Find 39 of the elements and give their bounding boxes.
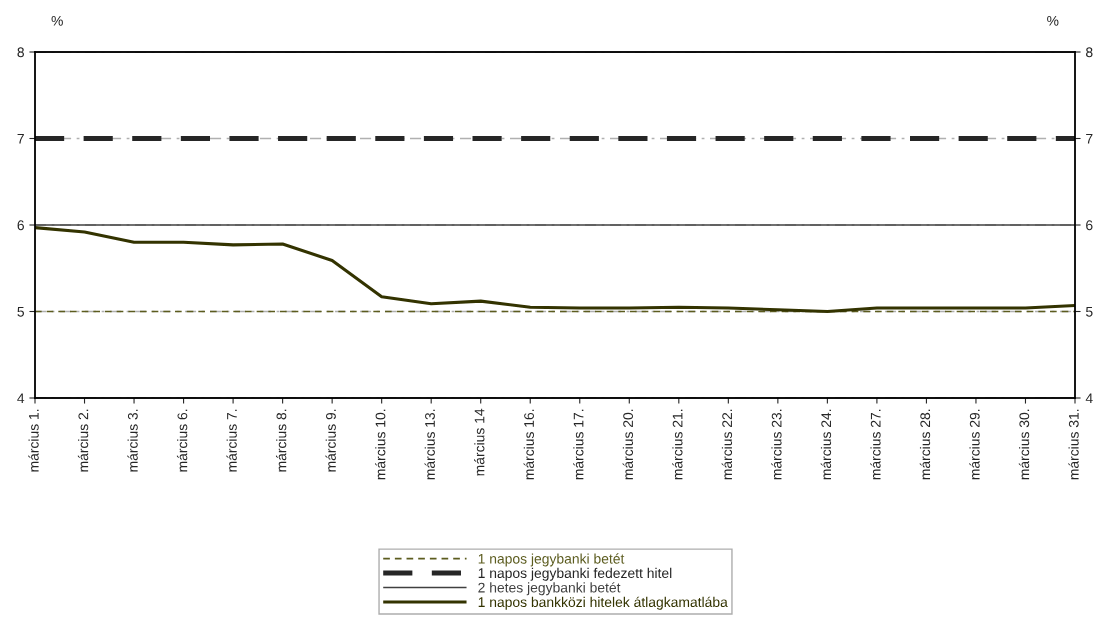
y2-tick-label: 7 <box>1086 133 1093 144</box>
text: 1 napos bankközi hitelek átlagkamatlába <box>478 596 728 610</box>
x-tick-label: március 24. <box>820 409 832 480</box>
y2-tick-label: 8 <box>1086 47 1093 58</box>
x-tick-label: március 14 <box>474 408 485 476</box>
x-tick-label: március 22. <box>721 409 733 480</box>
x-tick-label: március 31. <box>1068 409 1079 480</box>
y2-tick-label: 6 <box>1086 220 1093 231</box>
x-tick-label: március 28. <box>919 409 931 480</box>
y2-tick-label: 4 <box>1085 393 1093 404</box>
y-axis-title: % <box>51 15 63 26</box>
x-tick-label: március 27. <box>870 409 881 480</box>
y-tick-label: 7 <box>17 133 24 144</box>
x-tick-label: március 13. <box>424 409 435 480</box>
x-tick-label: március 20. <box>622 409 634 480</box>
x-tick-label: március 1. <box>28 409 39 472</box>
x-tick-label: március 10. <box>375 409 386 480</box>
x-tick-label: március 17. <box>573 409 584 480</box>
x-tick-label: március 29. <box>969 409 980 480</box>
y-tick-label: 6 <box>17 220 24 231</box>
text: 2 hetes jegybanki betét <box>478 582 621 596</box>
text: 1 napos jegybanki betét <box>478 553 625 567</box>
x-tick-label: március 6. <box>176 409 188 472</box>
y-tick-label: 5 <box>17 306 24 317</box>
y-tick-label: 8 <box>17 47 24 58</box>
x-tick-label: március 9. <box>325 409 336 472</box>
line-series <box>35 226 1075 314</box>
x-tick-label: március 3. <box>127 409 138 472</box>
x-tick-label: március 7. <box>226 409 237 472</box>
x-tick-label: március 8. <box>275 409 287 472</box>
y2-tick-label: 5 <box>1085 306 1093 317</box>
x-tick-label: március 21. <box>672 409 683 480</box>
x-tick-label: március 23. <box>771 409 782 480</box>
y-tick-label: 4 <box>17 393 25 404</box>
y2-axis-title: % <box>1047 15 1059 26</box>
x-tick-label: március 16. <box>523 409 534 480</box>
x-tick-label: március 2. <box>77 409 89 472</box>
x-tick-label: március 30. <box>1018 409 1030 480</box>
text: 1 napos jegybanki fedezett hitel <box>478 567 672 581</box>
